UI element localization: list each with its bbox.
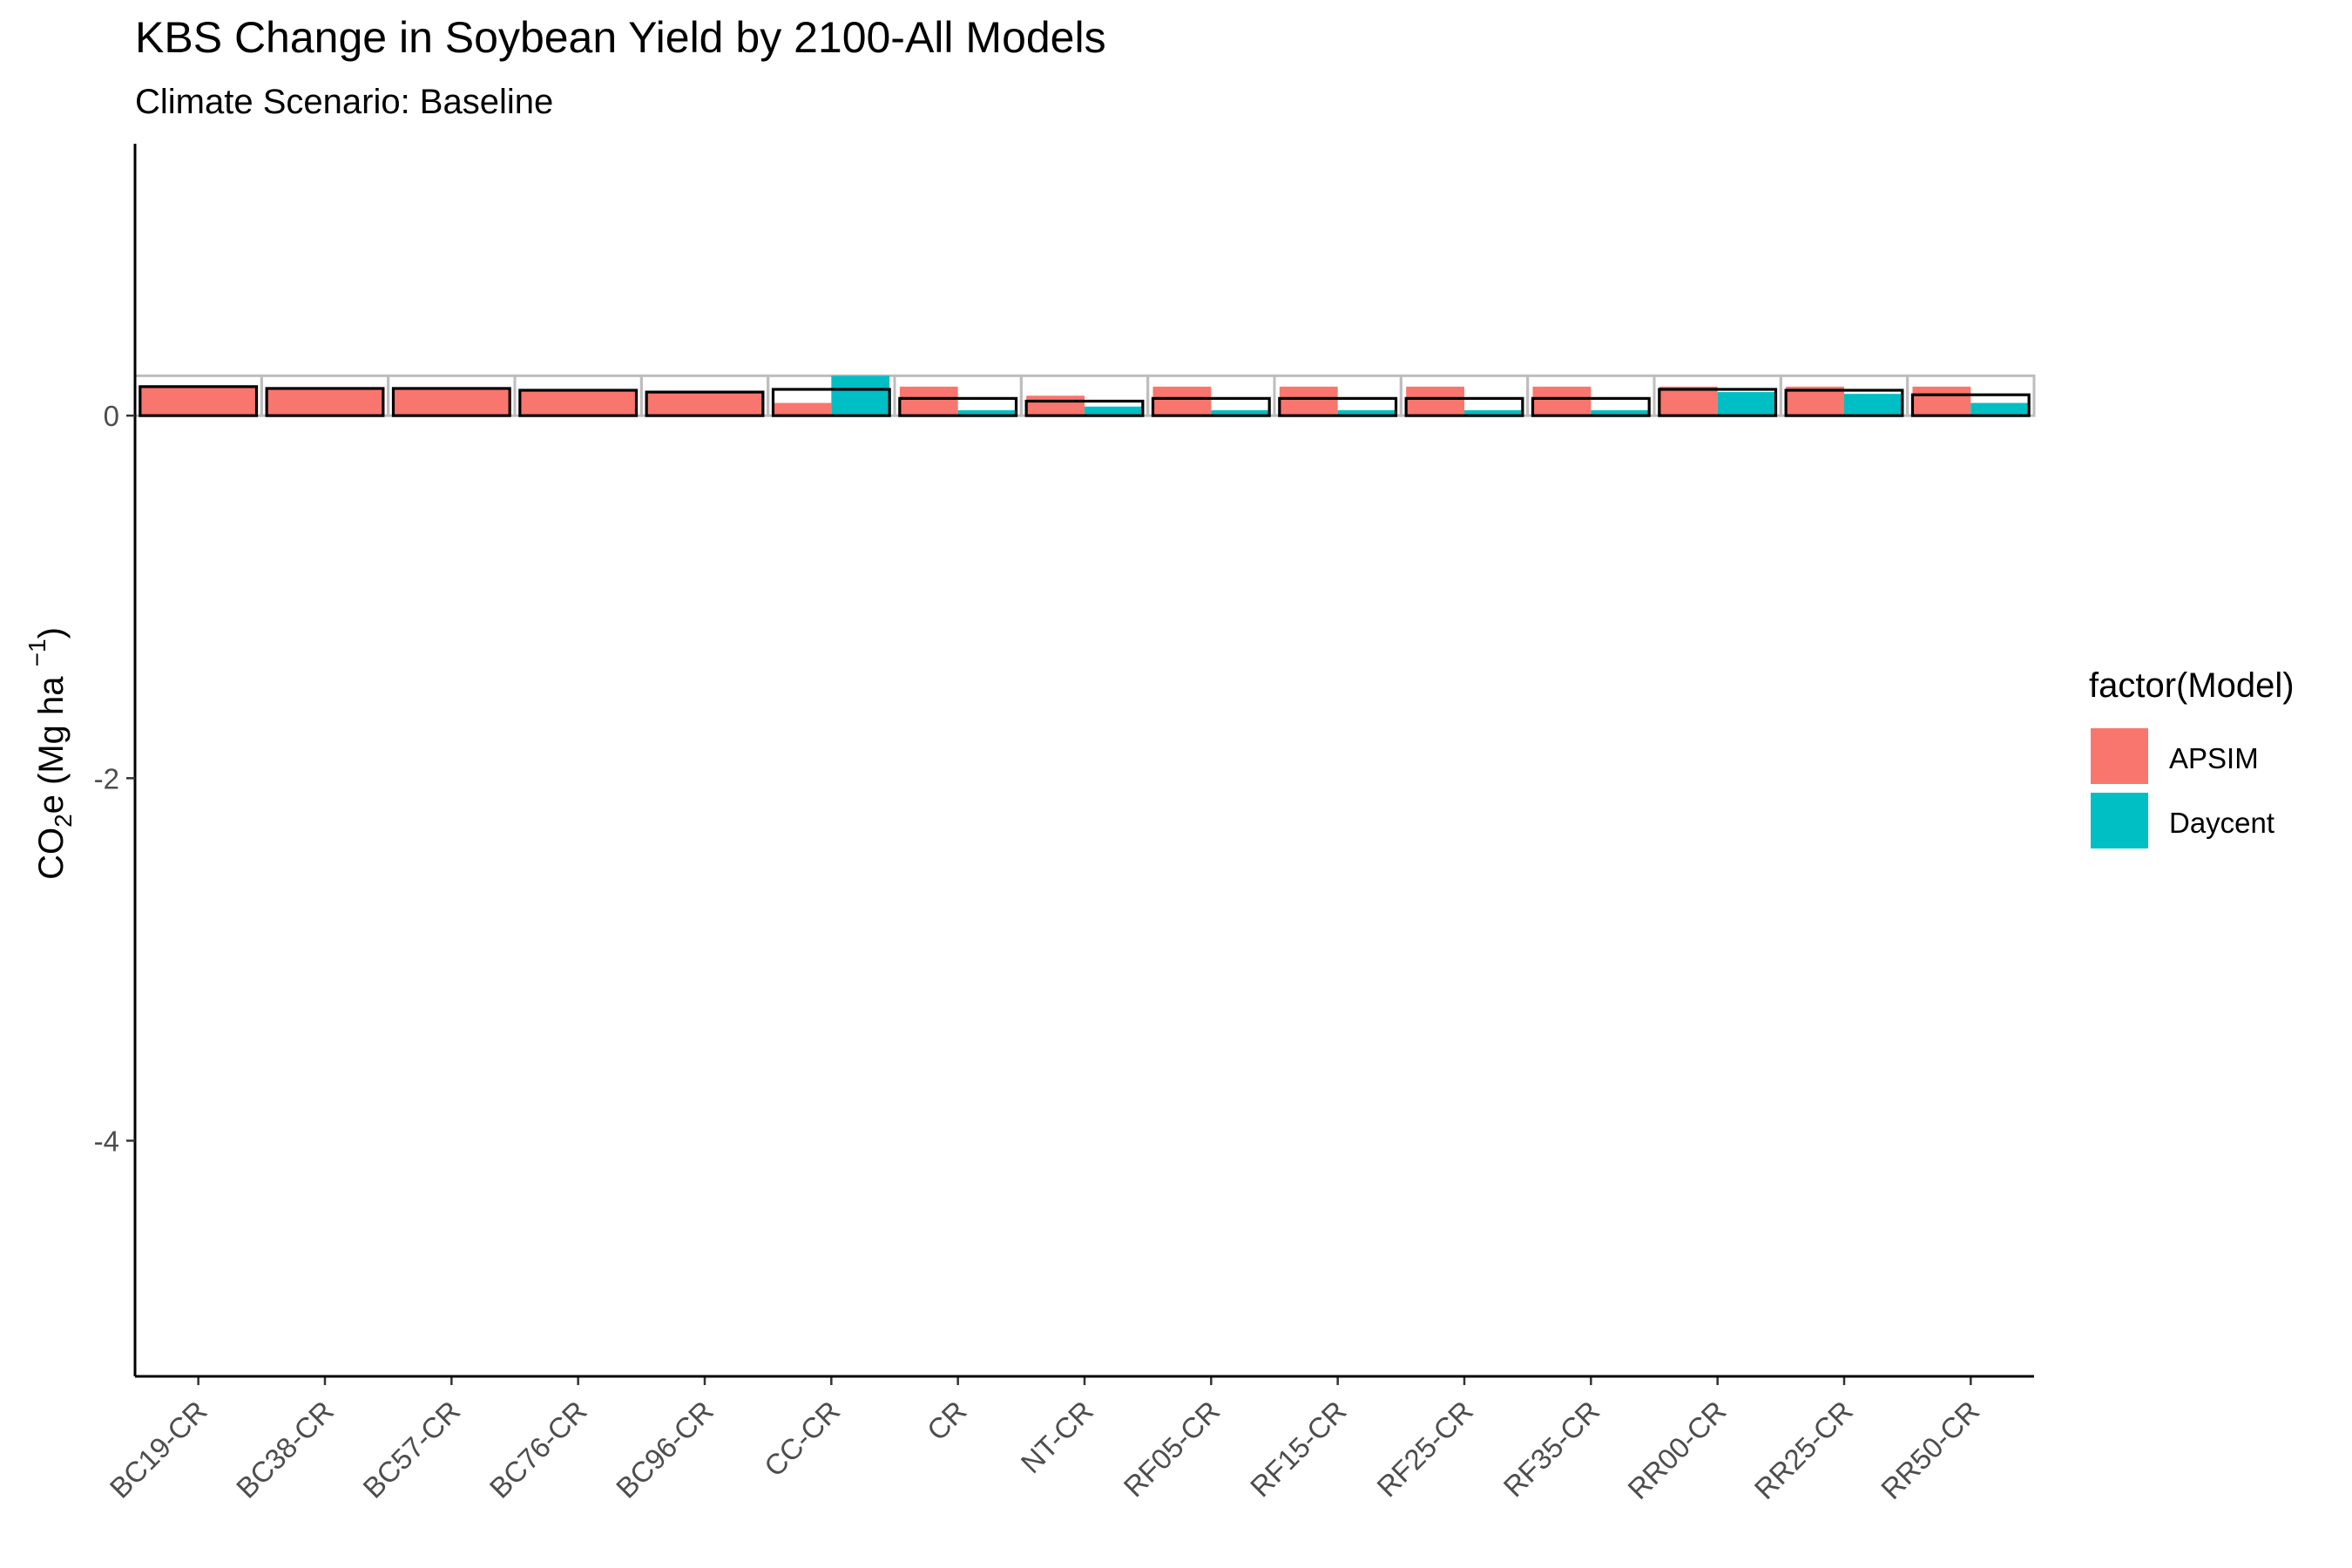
x-tick-label: RF35-CR [1497, 1395, 1606, 1504]
plot-panel: BC19-CR BC38-CR BC57-CR BC76-CR BC96-CR CC-CR… [94, 144, 2036, 1505]
y-axis-label-base: CO [32, 828, 71, 880]
bar-daycent-cr [957, 409, 1017, 416]
mean-outline-rr25-cr [1784, 389, 1904, 417]
bar-daycent-rf15-cr [1337, 409, 1396, 416]
bar-daycent-rr00-cr [1717, 392, 1776, 416]
x-tick-label: RF05-CR [1118, 1395, 1227, 1504]
bar-apsim-bc76-cr [519, 390, 637, 416]
bar-apsim-cc-cr [773, 402, 832, 416]
mean-outline-rf05-cr [1151, 396, 1271, 417]
legend-key-daycent [2091, 793, 2148, 848]
mean-outline-bc76-cr [518, 389, 639, 417]
x-tick-label: NT-CR [1014, 1395, 1098, 1479]
mean-outline-rf35-cr [1531, 396, 1651, 417]
bar-apsim-rf25-cr [1406, 386, 1464, 416]
x-tick-label: BC38-CR [230, 1395, 340, 1504]
x-tick-label: RR00-CR [1621, 1395, 1732, 1505]
mean-outline-bc19-cr [139, 385, 259, 417]
bar-apsim-bc19-cr [139, 386, 257, 416]
bar-daycent-rr25-cr [1844, 394, 1903, 416]
x-tick-label: BC57-CR [356, 1395, 466, 1504]
chart-subtitle: Climate Scenario: Baseline [135, 83, 553, 121]
mean-outline-rr00-cr [1658, 388, 1778, 417]
y-axis-label-sup: −1 [24, 639, 51, 666]
x-tick-label: RF25-CR [1370, 1395, 1479, 1504]
bar-apsim-cr [899, 386, 958, 416]
y-axis-label: CO2e (Mg ha −1) [24, 627, 77, 880]
x-tick-label: BC19-CR [104, 1395, 213, 1504]
bar-daycent-rf35-cr [1591, 409, 1650, 416]
x-tick-label: RR25-CR [1748, 1395, 1859, 1505]
chart-title: KBS Change in Soybean Yield by 2100-All … [135, 13, 1106, 62]
legend: factor(Model) APSIM Daycent [2089, 666, 2295, 848]
x-tick-label: RR50-CR [1875, 1395, 1985, 1505]
y-tick-label: -4 [94, 1125, 119, 1157]
x-tick-label: BC96-CR [610, 1395, 720, 1504]
bar-daycent-rf25-cr [1464, 409, 1523, 416]
bar-apsim-rf05-cr [1152, 386, 1212, 416]
legend-label-apsim: APSIM [2169, 742, 2259, 774]
mean-outline-bc57-cr [391, 387, 511, 417]
bar-apsim-bc96-cr [646, 392, 763, 416]
y-axis-label-mid: e (Mg ha [32, 666, 71, 814]
bar-apsim-nt-cr [1026, 395, 1085, 416]
bar-apsim-bc38-cr [267, 388, 383, 416]
x-tick-label: CC-CR [758, 1395, 846, 1483]
bar-daycent-rr50-cr [1970, 402, 2030, 416]
mean-outline-rr50-cr [1910, 393, 2031, 417]
mean-outline-cc-cr [771, 388, 891, 417]
mean-outline-rf25-cr [1404, 396, 1524, 417]
mean-outline-bc38-cr [265, 387, 385, 417]
y-tick-label: 0 [104, 400, 119, 432]
bar-apsim-rf35-cr [1532, 386, 1592, 416]
mean-outline-nt-cr [1024, 399, 1145, 417]
x-tick-label: RF15-CR [1244, 1395, 1353, 1504]
x-tick-label: BC76-CR [483, 1395, 593, 1504]
mean-outline-cr [898, 396, 1018, 417]
bar-apsim-rf15-cr [1279, 386, 1338, 416]
legend-title: factor(Model) [2089, 666, 2295, 705]
y-tick-label: -2 [94, 762, 119, 794]
bar-daycent-nt-cr [1085, 406, 1143, 416]
legend-label-daycent: Daycent [2169, 807, 2274, 839]
x-tick-label: CR [921, 1395, 973, 1447]
y-axis-label-end: ) [32, 627, 71, 639]
bar-daycent-rf05-cr [1211, 409, 1270, 416]
mean-outline-bc96-cr [645, 390, 765, 417]
y-axis-label-sub: 2 [50, 814, 77, 828]
mean-outline-rf15-cr [1278, 396, 1398, 417]
bar-apsim-rr00-cr [1659, 386, 1718, 416]
bar-daycent-cc-cr [831, 375, 890, 416]
bar-apsim-rr50-cr [1912, 386, 1971, 416]
bar-apsim-bc57-cr [393, 388, 510, 416]
legend-key-apsim [2091, 728, 2148, 784]
